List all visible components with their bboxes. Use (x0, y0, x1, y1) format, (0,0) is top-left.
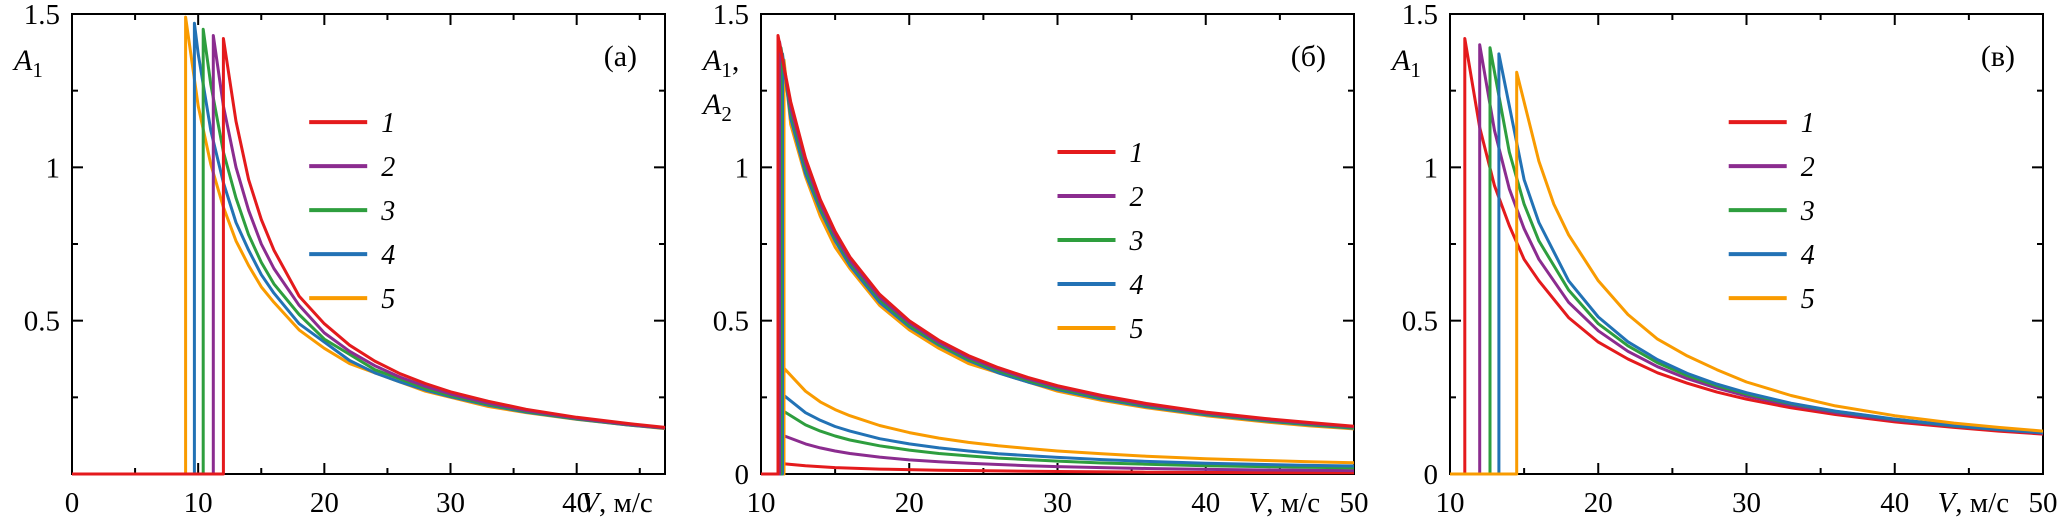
legend-label-5: 5 (1801, 284, 1815, 315)
y-axis-label-sub: 1 (721, 58, 732, 82)
x-axis-label: V, м/с (1938, 487, 2010, 519)
plot-frame (760, 13, 1355, 475)
curve-5-A2 (761, 366, 1355, 476)
legend-label-4: 4 (1130, 270, 1144, 301)
legend-label-3: 3 (1800, 196, 1815, 227)
y-axis-label: A1 (12, 44, 43, 82)
legend-label-2: 2 (1130, 182, 1144, 213)
curve-5 (72, 15, 666, 476)
y-tick-label: 1.5 (1402, 0, 1438, 31)
y-axis-label-var: A (12, 44, 33, 77)
y-axis-label-var: A (701, 44, 722, 77)
y-axis-label-var: A (1390, 44, 1411, 77)
x-axis-label-unit: , м/с (1266, 487, 1320, 519)
x-tick-label: 20 (895, 487, 924, 519)
legend-label-3: 3 (1129, 226, 1144, 257)
x-axis-label-unit: , м/с (599, 487, 653, 519)
plot-frame (1449, 13, 2044, 475)
y-axis-label: A1, (701, 44, 739, 82)
chart-panel-a: 0 10 20 30 40 0.5 1 1.5 V, м/с A1 (а) 1 2 3 4 5 (0, 0, 689, 531)
curve-1 (1450, 37, 2044, 476)
y-axis-label-var: A (701, 88, 722, 121)
y-tick-label: 1 (1424, 152, 1439, 184)
y-tick-label: 0.5 (713, 306, 749, 338)
y-axis-label-sub: 1 (32, 58, 43, 82)
y-tick-label: 1.5 (713, 0, 749, 31)
legend-label-4: 4 (381, 240, 395, 271)
curve-2 (72, 34, 666, 476)
curve-1-A1 (761, 34, 1355, 476)
y-tick-label: 0.5 (24, 306, 60, 338)
plot-frame (71, 13, 666, 475)
x-tick-label: 50 (1340, 487, 1369, 519)
y-tick-label: 0.5 (1402, 306, 1438, 338)
x-tick-label: 10 (747, 487, 776, 519)
curve-2-A2 (761, 432, 1355, 476)
x-axis-label-var: V (1938, 487, 1959, 519)
x-tick-label: 0 (65, 487, 80, 519)
x-tick-label: 10 (184, 487, 213, 519)
y-axis-label-sub: 1 (1410, 58, 1421, 82)
y-axis-label: A2 (701, 88, 732, 126)
legend-label-1: 1 (1130, 138, 1144, 169)
x-tick-label: 30 (1043, 487, 1072, 519)
y-tick-label: 1 (735, 152, 750, 184)
curve-1 (72, 37, 666, 476)
x-tick-label: 30 (436, 487, 465, 519)
curve-4 (1450, 52, 2044, 476)
chart-panel-v: 10 20 30 40 50 0 0.5 1 1.5 V, м/с A1 (в) 1 2 3 4 5 (1378, 0, 2067, 531)
y-tick-label: 1 (46, 152, 61, 184)
x-tick-label: 40 (1191, 487, 1220, 519)
panel-tag: (б) (1291, 40, 1326, 73)
x-tick-label: 10 (1436, 487, 1465, 519)
y-axis-label-suffix: , (732, 44, 740, 77)
y-axis-label: A1 (1390, 44, 1421, 82)
curve-3 (72, 27, 666, 476)
legend-label-1: 1 (1801, 108, 1815, 139)
legend-label-1: 1 (381, 108, 395, 139)
legend-label-2: 2 (1801, 152, 1815, 183)
curve-4 (72, 21, 666, 476)
curve-2 (1450, 43, 2044, 476)
x-axis-label: V, м/с (1249, 487, 1321, 519)
curve-5 (1450, 70, 2044, 476)
x-axis-label-var: V (581, 487, 602, 519)
legend-label-3: 3 (380, 196, 395, 227)
x-axis-label-unit: , м/с (1955, 487, 2009, 519)
x-tick-label: 20 (1584, 487, 1613, 519)
y-tick-label: 1.5 (24, 0, 60, 31)
curve-4-A2 (761, 392, 1355, 476)
legend-label-5: 5 (381, 284, 395, 315)
x-tick-label: 50 (2029, 487, 2058, 519)
legend-label-5: 5 (1130, 314, 1144, 345)
panel-tag: (а) (604, 40, 637, 73)
x-axis-label-var: V (1249, 487, 1270, 519)
legend-label-4: 4 (1801, 240, 1815, 271)
legend-label-2: 2 (381, 152, 395, 183)
x-tick-label: 40 (562, 487, 591, 519)
x-tick-label: 20 (310, 487, 339, 519)
chart-panel-b: 10 20 30 40 50 0 0.5 1 1.5 V, м/с A1, A2 (б) 1 2 3 4 5 (689, 0, 1378, 531)
curve-3-A2 (761, 408, 1355, 476)
y-tick-label: 0 (735, 459, 750, 491)
x-axis-label: V, м/с (581, 487, 653, 519)
y-tick-label: 0 (1424, 459, 1439, 491)
x-tick-label: 40 (1880, 487, 1909, 519)
x-tick-label: 30 (1732, 487, 1761, 519)
panel-tag: (в) (1981, 40, 2015, 73)
y-axis-label-sub: 2 (721, 102, 732, 126)
